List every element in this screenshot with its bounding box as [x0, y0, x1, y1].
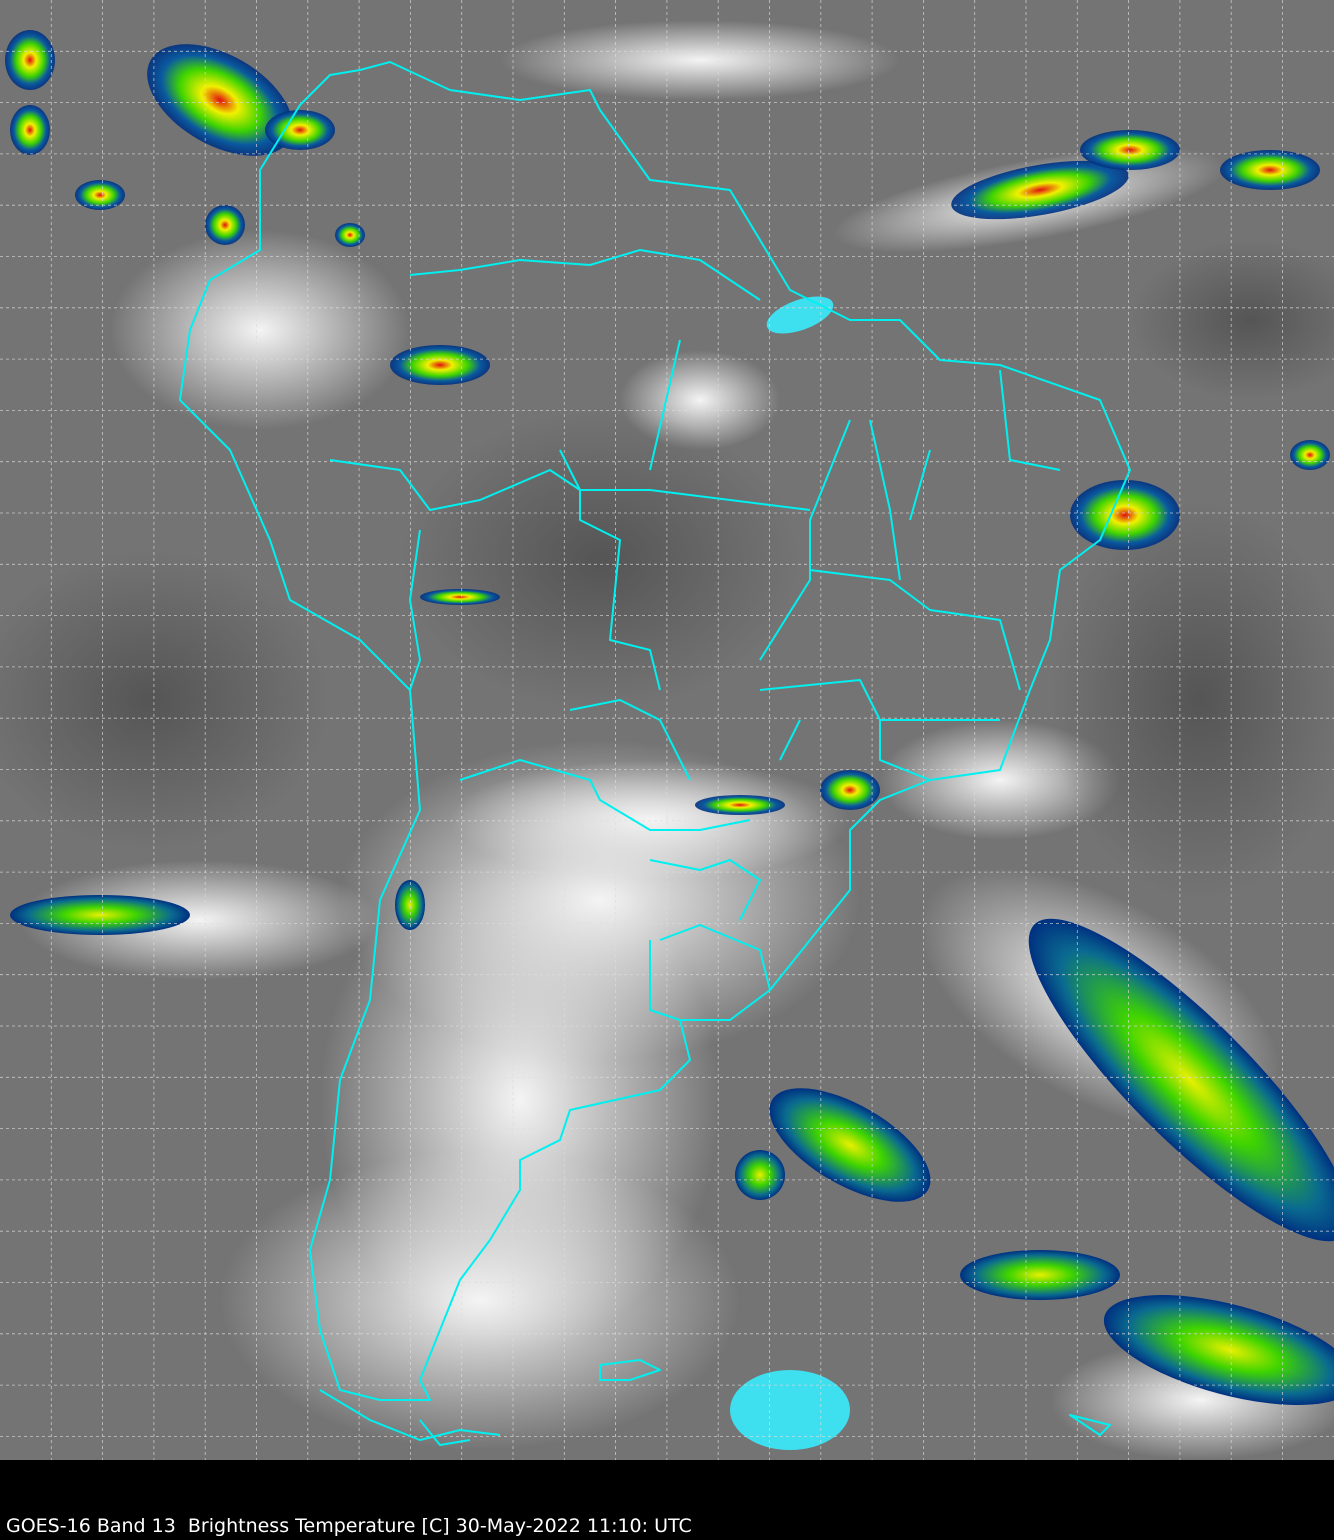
cold-cloud-band — [1028, 918, 1334, 1242]
convective-storm — [390, 345, 490, 385]
image-caption: GOES-16 Band 13 Brightness Temperature [… — [6, 1515, 692, 1537]
cold-cloud-band — [395, 880, 425, 930]
cyan-cloud — [766, 296, 834, 334]
convective-storm — [1220, 150, 1320, 190]
satellite-map — [0, 0, 1334, 1460]
bright-cloud — [20, 860, 380, 980]
bright-cloud — [220, 1150, 740, 1450]
brazil-states — [649, 339, 1061, 781]
bright-cloud — [110, 230, 410, 430]
warm-surface — [400, 410, 800, 710]
cold-cloud-tops — [5, 30, 1334, 1450]
convective-storm — [695, 795, 785, 815]
cold-cloud-band — [960, 1250, 1120, 1300]
islands — [319, 1359, 1111, 1446]
convective-storm — [335, 223, 365, 247]
cold-cloud-band — [1103, 1295, 1334, 1405]
convective-storm — [820, 770, 880, 810]
convective-storm — [1080, 130, 1180, 170]
brazil-border — [329, 249, 811, 1021]
convective-storm — [75, 180, 125, 210]
convective-storm — [5, 30, 55, 90]
warm-surface — [0, 550, 330, 850]
convective-storm — [10, 105, 50, 155]
convective-storm — [420, 589, 500, 605]
bright-cloud — [500, 20, 900, 100]
convective-storm — [205, 205, 245, 245]
cold-cloud-band — [735, 1150, 785, 1200]
warm-surface — [1050, 500, 1334, 900]
bright-cloud — [450, 760, 850, 880]
lat-lon-grid — [0, 0, 1334, 1460]
convective-storm — [951, 160, 1129, 220]
cold-cloud-band — [10, 895, 190, 935]
warm-surface — [1130, 240, 1334, 400]
cold-cloud-band — [769, 1088, 931, 1202]
convective-storm — [1070, 480, 1180, 550]
convective-storm — [1290, 440, 1330, 470]
cyan-cloud — [730, 1370, 850, 1450]
convective-storm — [265, 110, 335, 150]
country-boundaries — [179, 61, 1131, 1446]
